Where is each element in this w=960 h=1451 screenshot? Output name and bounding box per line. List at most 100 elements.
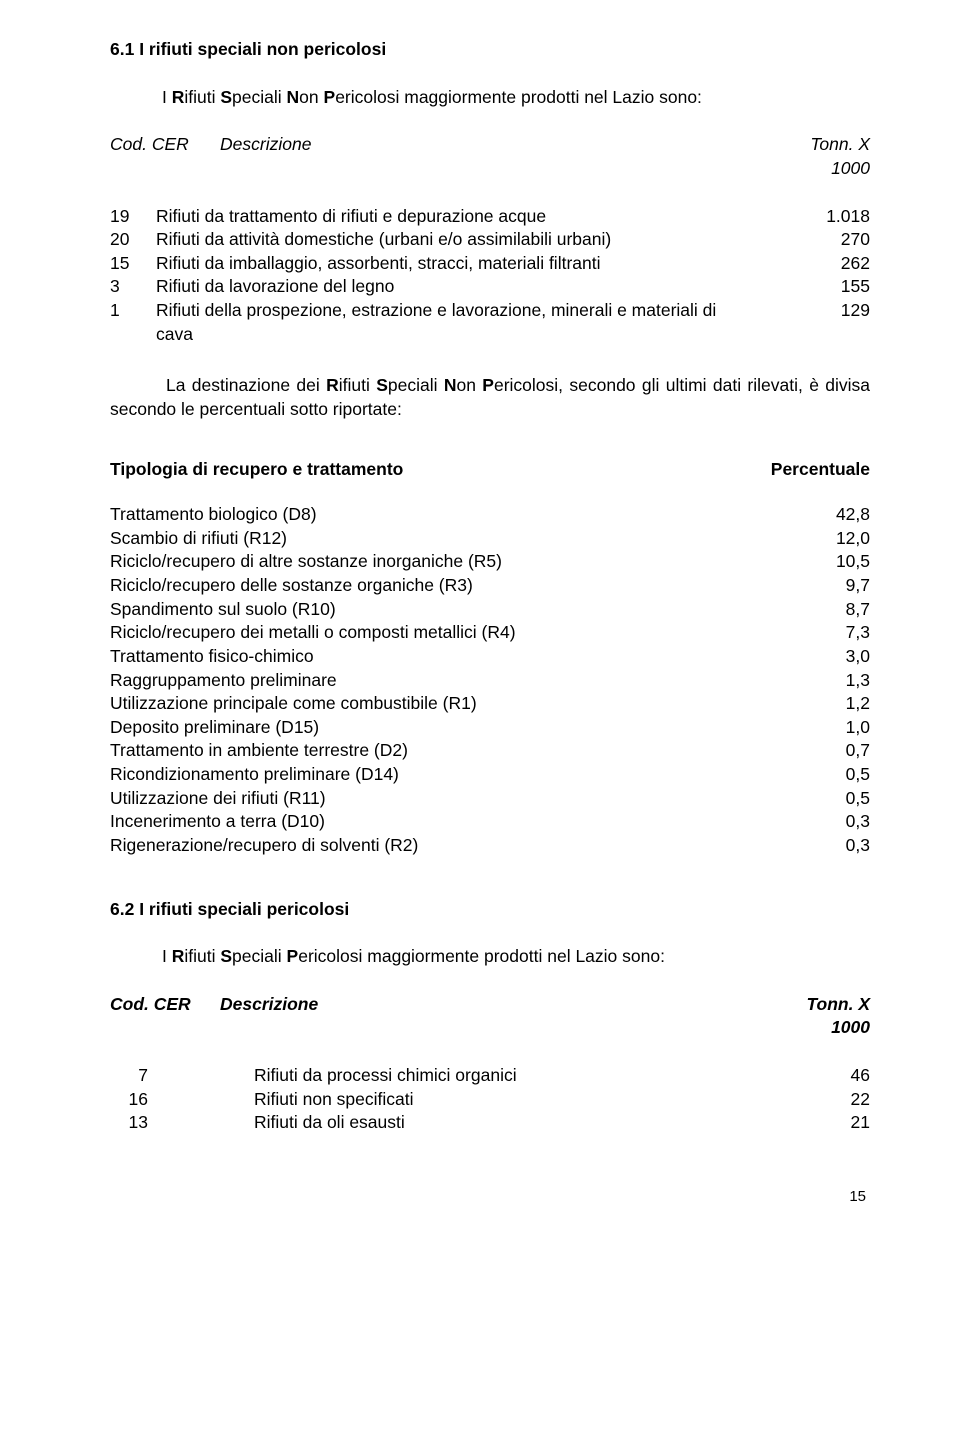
table-row: Riciclo/recupero delle sostanze organich…: [110, 574, 870, 598]
recovery-description: Riciclo/recupero dei metalli o composti …: [110, 621, 806, 645]
table-row: Utilizzazione dei rifiuti (R11)0,5: [110, 787, 870, 811]
recovery-description: Deposito preliminare (D15): [110, 716, 806, 740]
cer-value: 1.018: [780, 205, 870, 229]
recovery-description: Spandimento sul suolo (R10): [110, 598, 806, 622]
table-row: Raggruppamento preliminare1,3: [110, 669, 870, 693]
bold-S: S: [220, 946, 232, 966]
hdr-val: Tonn. X 1000: [770, 993, 870, 1040]
table-row: 13 Rifiuti da oli esausti21: [110, 1111, 870, 1135]
recovery-description: Trattamento biologico (D8): [110, 503, 806, 527]
table-row: 1Rifiuti della prospezione, estrazione e…: [110, 299, 870, 346]
destination-paragraph: La destinazione dei Rifiuti Speciali Non…: [110, 374, 870, 421]
text: ifiuti: [184, 87, 220, 107]
recovery-value: 42,8: [806, 503, 870, 527]
table-row: Trattamento biologico (D8)42,8: [110, 503, 870, 527]
cer-description: Rifiuti non specificati: [254, 1088, 814, 1112]
cer-description: Rifiuti da attività domestiche (urbani e…: [156, 228, 780, 252]
cer-value: 129: [780, 299, 870, 323]
table-row: Spandimento sul suolo (R10)8,7: [110, 598, 870, 622]
text: ericolosi maggiormente prodotti nel Lazi…: [335, 87, 702, 107]
cer-code: 3: [110, 275, 156, 299]
intro-line-6-1: I Rifiuti Speciali Non Pericolosi maggio…: [162, 86, 870, 110]
recovery-description: Riciclo/recupero di altre sostanze inorg…: [110, 550, 806, 574]
cer-description: Rifiuti da processi chimici organici: [254, 1064, 814, 1088]
cer-value: 270: [780, 228, 870, 252]
cer-description: Rifiuti da oli esausti: [254, 1111, 814, 1135]
text: on: [299, 87, 323, 107]
recovery-description: Trattamento fisico-chimico: [110, 645, 806, 669]
table3: 7Rifiuti da processi chimici organici461…: [110, 1064, 870, 1135]
recovery-description: Utilizzazione principale come combustibi…: [110, 692, 806, 716]
table-row: 19Rifiuti da trattamento di rifiuti e de…: [110, 205, 870, 229]
recovery-description: Trattamento in ambiente terrestre (D2): [110, 739, 806, 763]
table-row: 20Rifiuti da attività domestiche (urbani…: [110, 228, 870, 252]
intro-line-6-2: I Rifiuti Speciali Pericolosi maggiormen…: [162, 945, 870, 969]
table-row: Riciclo/recupero dei metalli o composti …: [110, 621, 870, 645]
table-row: Trattamento in ambiente terrestre (D2)0,…: [110, 739, 870, 763]
cer-value: 46: [814, 1064, 870, 1088]
recovery-value: 0,5: [806, 763, 870, 787]
hdr-code: Cod. CER: [110, 993, 220, 1040]
cer-value: 155: [780, 275, 870, 299]
cer-value: 262: [780, 252, 870, 276]
recovery-value: 0,5: [806, 787, 870, 811]
bold-P: P: [482, 375, 494, 395]
page-number: 15: [110, 1187, 870, 1207]
text: peciali: [232, 946, 286, 966]
cer-description: Rifiuti da lavorazione del legno: [156, 275, 780, 299]
text: I: [162, 946, 172, 966]
table3-header: Cod. CER Descrizione Tonn. X 1000: [110, 993, 870, 1040]
text: ifiuti: [339, 375, 376, 395]
recovery-table: Trattamento biologico (D8)42,8Scambio di…: [110, 503, 870, 857]
recovery-value: 0,7: [806, 739, 870, 763]
bold-S: S: [220, 87, 232, 107]
table1: 19Rifiuti da trattamento di rifiuti e de…: [110, 205, 870, 347]
cer-value: 22: [814, 1088, 870, 1112]
bold-P: P: [324, 87, 336, 107]
text: La destinazione dei: [166, 375, 326, 395]
cer-description: Rifiuti da trattamento di rifiuti e depu…: [156, 205, 780, 229]
bold-R: R: [326, 375, 339, 395]
section-heading-6-1: 6.1 I rifiuti speciali non pericolosi: [110, 38, 870, 62]
table-row: Deposito preliminare (D15)1,0: [110, 716, 870, 740]
table-row: 16 Rifiuti non specificati22: [110, 1088, 870, 1112]
cer-code: 19: [110, 205, 156, 229]
recovery-description: Incenerimento a terra (D10): [110, 810, 806, 834]
table-row: 7Rifiuti da processi chimici organici46: [110, 1064, 870, 1088]
text: on: [456, 375, 482, 395]
recovery-value: 12,0: [806, 527, 870, 551]
recovery-value: 0,3: [806, 810, 870, 834]
table-row: Rigenerazione/recupero di solventi (R2)0…: [110, 834, 870, 858]
recovery-value: 1,2: [806, 692, 870, 716]
recovery-value: 10,5: [806, 550, 870, 574]
recovery-description: Utilizzazione dei rifiuti (R11): [110, 787, 806, 811]
recovery-description: Riciclo/recupero delle sostanze organich…: [110, 574, 806, 598]
table-row: Trattamento fisico-chimico3,0: [110, 645, 870, 669]
recovery-value: 1,0: [806, 716, 870, 740]
section-heading-6-2: 6.2 I rifiuti speciali pericolosi: [110, 898, 870, 922]
table-row: Ricondizionamento preliminare (D14)0,5: [110, 763, 870, 787]
bold-S: S: [376, 375, 388, 395]
bold-N: N: [287, 87, 300, 107]
bold-P: P: [287, 946, 299, 966]
hdr-val: Tonn. X 1000: [770, 133, 870, 180]
table-row: Riciclo/recupero di altre sostanze inorg…: [110, 550, 870, 574]
table-row: 3Rifiuti da lavorazione del legno155: [110, 275, 870, 299]
table-row: Utilizzazione principale come combustibi…: [110, 692, 870, 716]
bold-N: N: [444, 375, 457, 395]
hdr-code: Cod. CER: [110, 133, 220, 180]
recovery-description: Raggruppamento preliminare: [110, 669, 806, 693]
recovery-description: Ricondizionamento preliminare (D14): [110, 763, 806, 787]
recovery-value: 8,7: [806, 598, 870, 622]
recovery-value: 3,0: [806, 645, 870, 669]
hdr-desc: Descrizione: [220, 133, 770, 180]
cer-code: 13: [110, 1111, 154, 1135]
recovery-description: Scambio di rifiuti (R12): [110, 527, 806, 551]
bold-R: R: [172, 87, 185, 107]
cer-description: Rifiuti della prospezione, estrazione e …: [156, 299, 780, 346]
cer-code: 16: [110, 1088, 154, 1112]
text: peciali: [232, 87, 286, 107]
cer-value: 21: [814, 1111, 870, 1135]
recovery-value: 1,3: [806, 669, 870, 693]
cer-code: 15: [110, 252, 156, 276]
